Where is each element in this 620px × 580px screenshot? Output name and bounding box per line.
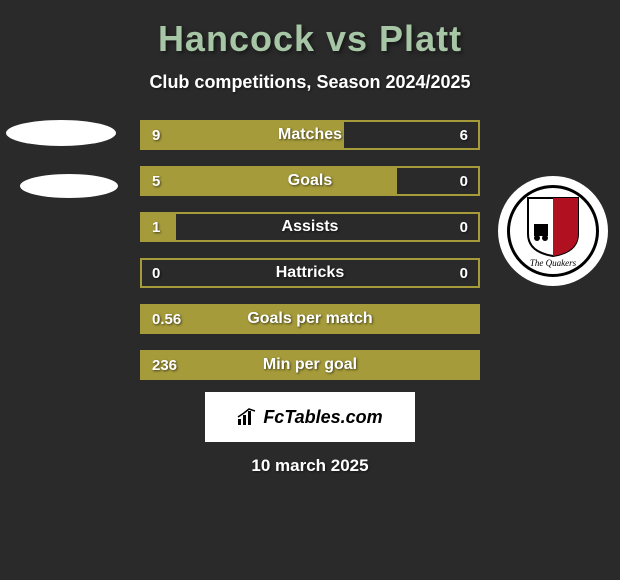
left-player-shapes — [0, 120, 120, 226]
stat-row: 236Min per goal — [140, 350, 480, 380]
stat-bar-left — [142, 122, 344, 148]
stat-row: 10Assists — [140, 212, 480, 242]
right-club-badge: The Quakers — [498, 176, 608, 286]
stat-bar-mid — [397, 168, 478, 194]
stat-row: 00Hattricks — [140, 258, 480, 288]
brand-label: FcTables.com — [263, 407, 382, 428]
ellipse-shape — [20, 174, 118, 198]
page-subtitle: Club competitions, Season 2024/2025 — [0, 72, 620, 93]
stat-bar-left — [142, 214, 176, 240]
footer-date: 10 march 2025 — [0, 456, 620, 476]
stat-bar-mid — [176, 214, 478, 240]
brand-text: FcTables.com — [237, 407, 382, 428]
chart-icon — [237, 408, 259, 426]
stat-bar-mid — [142, 260, 478, 286]
stat-row: 96Matches — [140, 120, 480, 150]
stats-container: 96Matches 50Goals 10Assists 00Hattricks 0.56… — [140, 120, 480, 396]
stat-bar-fill — [142, 352, 478, 378]
stat-row: 50Goals — [140, 166, 480, 196]
page-title: Hancock vs Platt — [0, 0, 620, 60]
badge-text: The Quakers — [510, 258, 596, 268]
badge-inner: The Quakers — [507, 185, 599, 277]
stat-bar-left — [142, 168, 397, 194]
shield-icon — [526, 196, 580, 258]
stat-bar-fill — [142, 306, 478, 332]
stat-bar-mid — [344, 122, 478, 148]
ellipse-shape — [6, 120, 116, 146]
brand-badge[interactable]: FcTables.com — [205, 392, 415, 442]
stat-row: 0.56Goals per match — [140, 304, 480, 334]
badge-circle: The Quakers — [498, 176, 608, 286]
